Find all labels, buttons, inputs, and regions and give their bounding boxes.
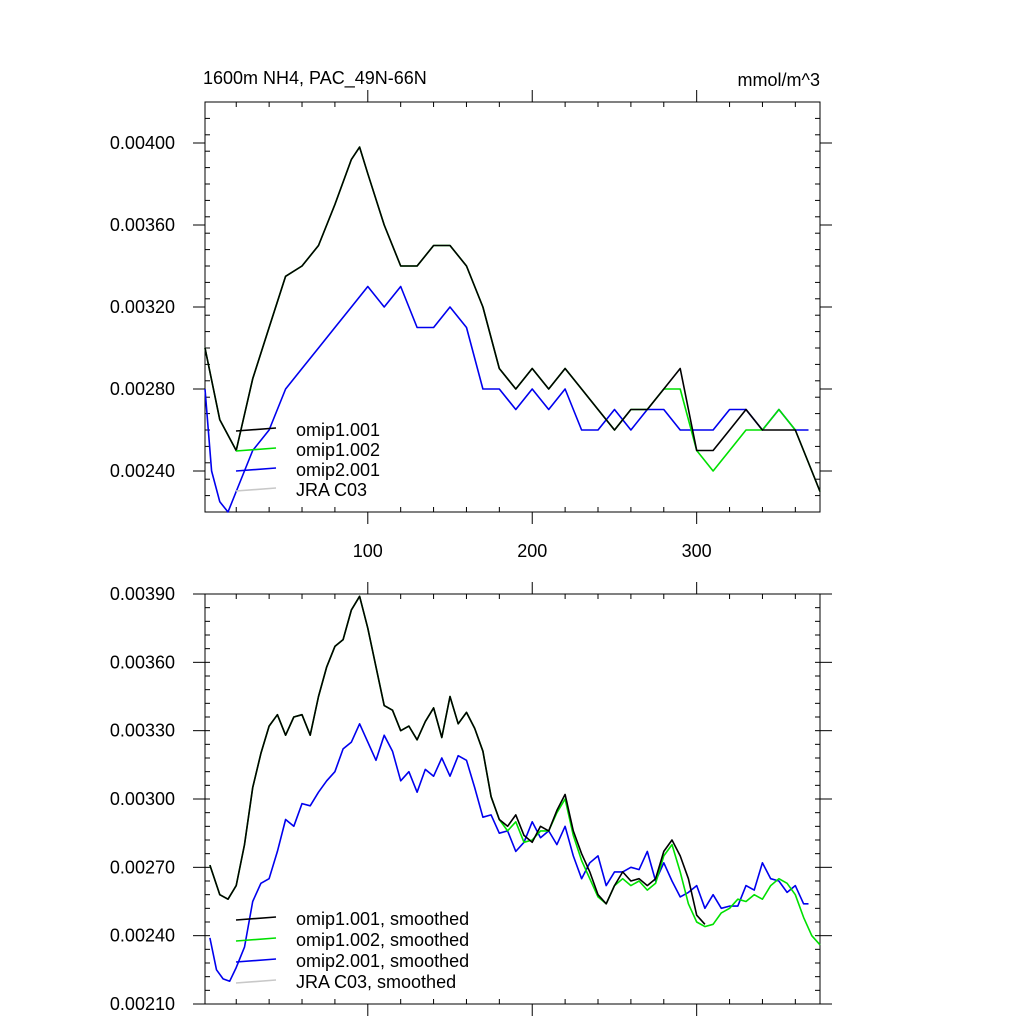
legend-label: omip1.002, smoothed: [296, 930, 469, 950]
chart-units: mmol/m^3: [738, 70, 820, 90]
legend-swatch: [235, 467, 277, 472]
legend-swatch: [235, 916, 277, 921]
legend-swatch: [235, 979, 277, 984]
y-tick-label: 0.00210: [110, 994, 175, 1014]
legend-label: omip1.001: [296, 420, 380, 440]
y-tick-label: 0.00270: [110, 857, 175, 877]
top-panel: 100 200 300 0.00240 0.00280 0.00320 0.00360 0.0…: [110, 90, 832, 561]
y-tick-label: 0.00320: [110, 297, 175, 317]
series-line-0: [204, 146, 821, 492]
legend-label: omip1.001, smoothed: [296, 909, 469, 929]
y-tick-label: 0.00400: [110, 133, 175, 153]
x-tick-label: 300: [682, 541, 712, 561]
legend-swatch: [235, 447, 277, 452]
y-tick-label: 0.00300: [110, 789, 175, 809]
x-tick-label: 100: [353, 541, 383, 561]
legend-swatch: [235, 427, 277, 432]
legend-swatch: [235, 487, 277, 492]
y-tick-label: 0.00280: [110, 379, 175, 399]
legend-label: JRA C03, smoothed: [296, 972, 456, 992]
series-line-0: [209, 595, 706, 925]
series-line-2: [204, 285, 809, 513]
legend-label: JRA C03: [296, 480, 367, 500]
y-tick-label: 0.00390: [110, 584, 175, 604]
bottom-panel: 0.00210 0.00240 0.00270 0.00300 0.00330 0.003…: [110, 582, 832, 1016]
chart-title: 1600m NH4, PAC_49N-66N: [203, 68, 427, 89]
y-tick-label: 0.00360: [110, 215, 175, 235]
y-tick-label: 0.00330: [110, 721, 175, 741]
x-tick-label: 200: [517, 541, 547, 561]
y-tick-label: 0.00240: [110, 926, 175, 946]
y-tick-label: 0.00360: [110, 652, 175, 672]
legend-swatch: [235, 958, 277, 963]
legend-label: omip2.001: [296, 460, 380, 480]
y-tick-label: 0.00240: [110, 461, 175, 481]
legend-swatch: [235, 937, 277, 942]
legend-label: omip2.001, smoothed: [296, 951, 469, 971]
legend-label: omip1.002: [296, 440, 380, 460]
